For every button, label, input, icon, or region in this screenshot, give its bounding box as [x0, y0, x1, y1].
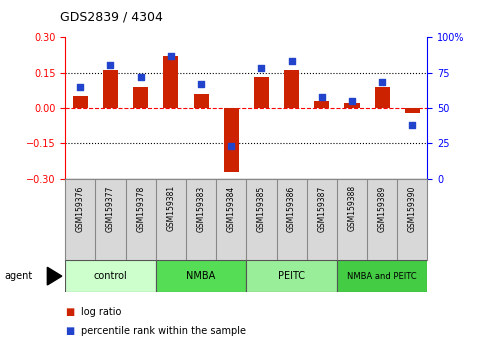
Bar: [133, 87, 148, 108]
Bar: [73, 96, 88, 108]
Text: GSM159378: GSM159378: [136, 185, 145, 232]
Text: GSM159386: GSM159386: [287, 185, 296, 232]
Text: GSM159388: GSM159388: [347, 185, 356, 232]
Text: GSM159381: GSM159381: [166, 185, 175, 232]
Bar: [156, 260, 246, 292]
Bar: [344, 103, 359, 108]
Point: [227, 143, 235, 149]
Point: [318, 94, 326, 99]
Text: agent: agent: [5, 271, 33, 281]
Bar: [405, 108, 420, 113]
Bar: [375, 87, 390, 108]
Text: NMBA and PEITC: NMBA and PEITC: [347, 272, 417, 281]
Bar: [194, 94, 209, 108]
Point: [378, 80, 386, 85]
Text: GSM159384: GSM159384: [227, 185, 236, 232]
Text: GSM159377: GSM159377: [106, 185, 115, 232]
Text: GSM159385: GSM159385: [257, 185, 266, 232]
Point: [257, 65, 265, 71]
Point: [107, 63, 114, 68]
Text: ■: ■: [65, 307, 74, 316]
Point: [288, 58, 296, 64]
Point: [409, 122, 416, 128]
Bar: [246, 260, 337, 292]
Point: [348, 98, 356, 104]
Point: [137, 74, 144, 80]
Text: log ratio: log ratio: [81, 307, 121, 316]
Text: percentile rank within the sample: percentile rank within the sample: [81, 326, 246, 336]
Text: PEITC: PEITC: [278, 271, 305, 281]
Text: GSM159390: GSM159390: [408, 185, 417, 232]
Bar: [284, 70, 299, 108]
Bar: [103, 70, 118, 108]
Bar: [314, 101, 329, 108]
Bar: [254, 77, 269, 108]
Bar: [224, 108, 239, 172]
Text: GSM159376: GSM159376: [76, 185, 85, 232]
Text: GSM159389: GSM159389: [378, 185, 387, 232]
Text: ■: ■: [65, 326, 74, 336]
Bar: [337, 260, 427, 292]
Text: control: control: [94, 271, 128, 281]
Text: GDS2839 / 4304: GDS2839 / 4304: [60, 10, 163, 23]
Point: [197, 81, 205, 87]
Text: GSM159387: GSM159387: [317, 185, 327, 232]
Bar: [65, 260, 156, 292]
Text: GSM159383: GSM159383: [197, 185, 206, 232]
Bar: [163, 56, 178, 108]
Point: [76, 84, 84, 90]
Point: [167, 53, 175, 58]
Text: NMBA: NMBA: [186, 271, 216, 281]
